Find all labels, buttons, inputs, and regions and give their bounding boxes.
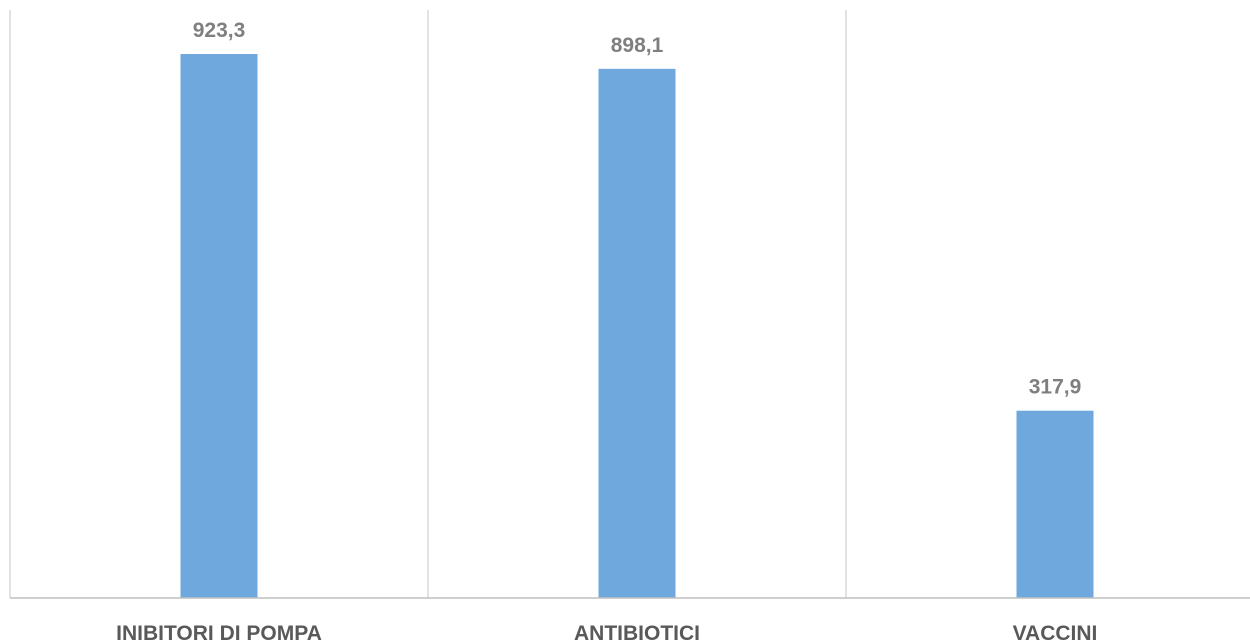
category-label-3: VACCINI	[1013, 622, 1098, 643]
bar-3	[1016, 410, 1094, 598]
category-label-2: ANTIBIOTICI	[574, 622, 700, 643]
category-label-1: INIBITORI DI POMPA	[116, 622, 322, 643]
bar-2	[598, 68, 676, 599]
data-label-3: 317,9	[1029, 376, 1082, 399]
grid-layer	[9, 10, 847, 598]
bar-1	[180, 54, 258, 598]
label-layer: 923,3 INIBITORI DI POMPA 898,1 ANTIBIOTICI 3…	[116, 19, 1097, 643]
bar-layer	[180, 54, 1094, 599]
data-label-1: 923,3	[193, 19, 246, 42]
data-label-2: 898,1	[611, 34, 664, 57]
